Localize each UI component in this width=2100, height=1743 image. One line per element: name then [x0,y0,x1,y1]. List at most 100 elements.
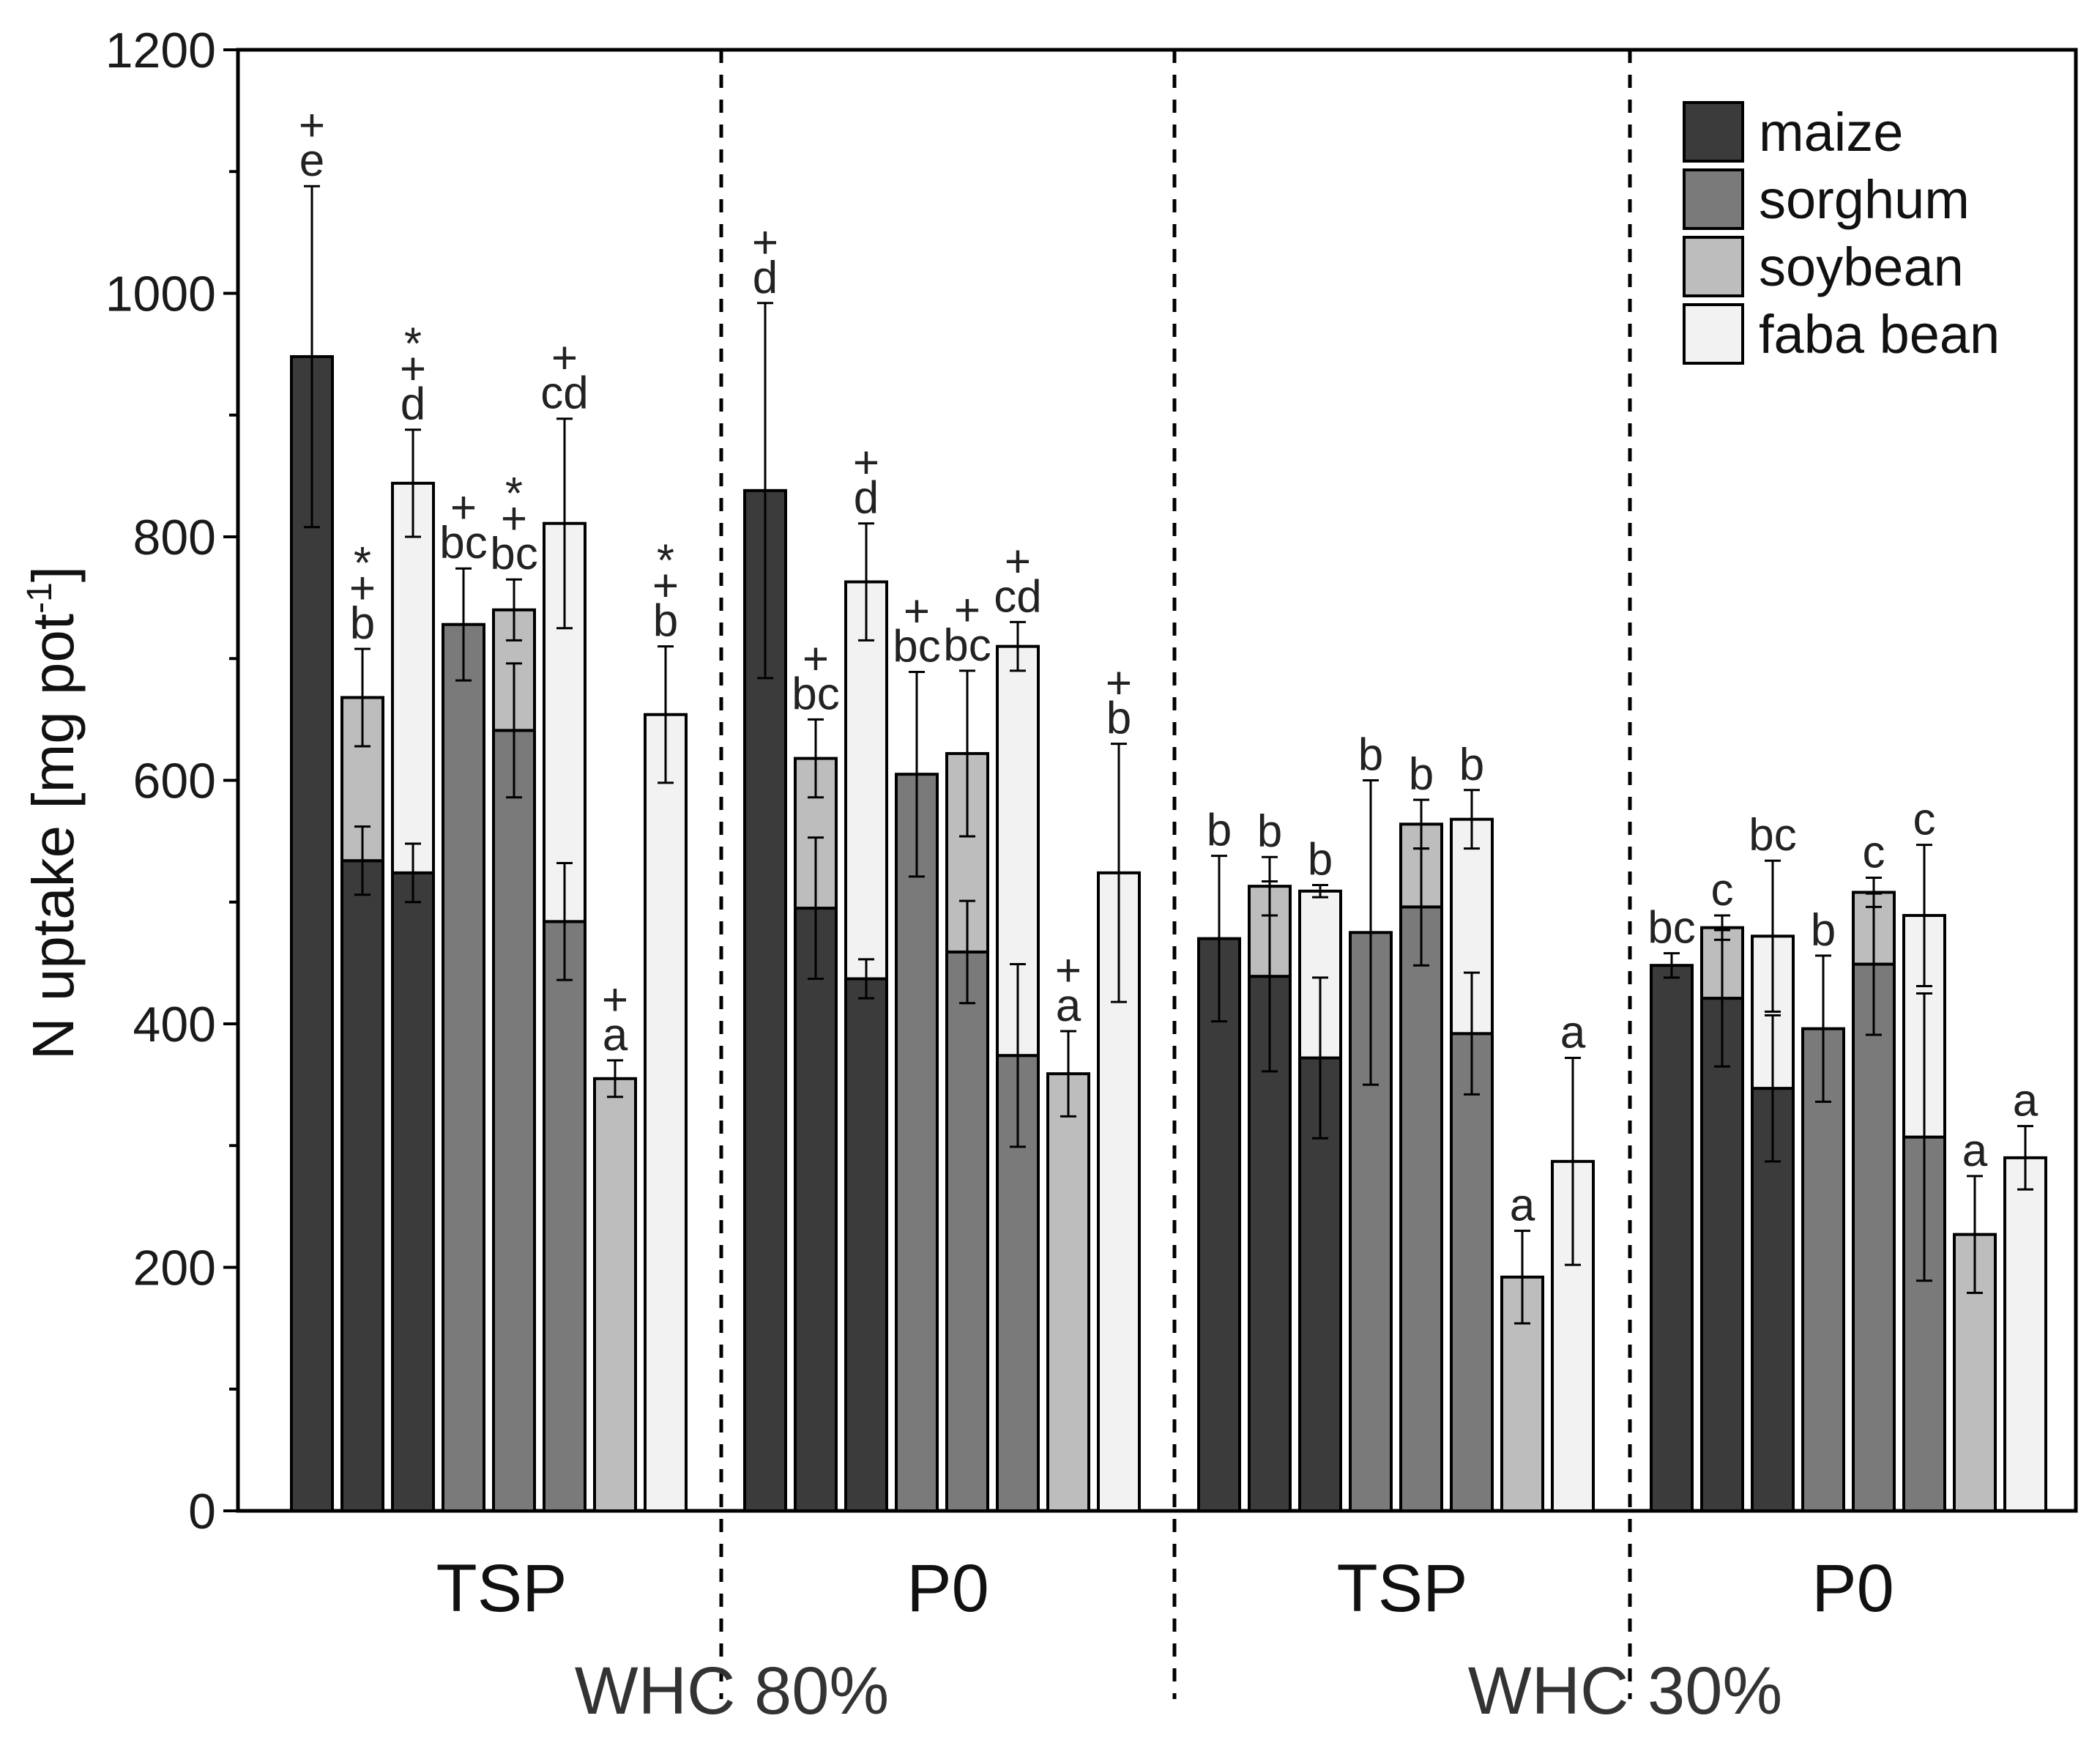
significance-letter: b [1207,806,1232,856]
significance-letter: a [1056,981,1081,1031]
bar: cd+ [540,333,589,1512]
bar: a+ [1046,945,1090,1512]
significance-letter: a [1560,1008,1586,1058]
significance-letter: bc [1749,810,1796,861]
plus-mark: + [1106,658,1132,709]
significance-letter: d [401,379,425,430]
significance-letter: bc [943,620,991,671]
bar: b [1450,740,1494,1513]
star-mark: * [657,536,674,587]
bar-segment-faba-bean [844,580,888,981]
significance-letter: b [1257,806,1282,857]
bar-segment-sorghum [895,773,939,1512]
significance-letter: cd [994,571,1041,622]
legend-label: faba bean [1759,304,2000,365]
bar-segment-maize [844,977,888,1513]
significance-letter: cd [540,368,588,419]
whc-label: WHC 30% [1468,1654,1782,1728]
significance-letter: b [1106,694,1131,744]
bar: a [2003,1076,2047,1512]
plus-mark: + [1005,536,1031,587]
significance-letter: d [854,473,879,524]
bar-segment-sorghum [945,950,989,1512]
significance-letter: a [2013,1076,2038,1126]
significance-letter: e [299,135,324,186]
legend-label: maize [1759,102,1903,163]
plus-mark: + [602,975,628,1025]
bar-segment-sorghum [1852,962,1896,1512]
bar: c [1852,828,1896,1512]
bar: bc+ [439,483,488,1513]
bar: a [1500,1181,1544,1513]
bar: b [1801,905,1845,1512]
y-tick-label: 800 [133,510,216,565]
plus-mark: + [803,633,829,684]
plus-mark: + [299,100,325,151]
plus-mark: + [752,218,778,268]
plus-mark: + [501,494,527,544]
bar: a+ [593,975,637,1512]
y-axis-label: N uptake [mg pot-1] [21,566,86,1060]
bar: bc+ [943,585,991,1512]
y-tick-label: 1000 [105,267,216,322]
significance-letter: a [1510,1181,1535,1231]
bar-segment-maize [1700,997,1744,1512]
bar: b [1399,749,1443,1512]
bar-segment-faba-bean [391,481,435,874]
bar: a [1551,1008,1595,1513]
plus-mark: + [954,585,980,636]
bar-segment-sorghum [492,729,536,1512]
bar: c [1902,795,1946,1513]
legend-label: sorghum [1759,169,1970,230]
p-treatment-label: TSP [1337,1551,1468,1626]
p-treatment-label: P0 [906,1551,989,1626]
legend-swatch [1683,303,1744,365]
bar: bc [1647,903,1696,1512]
plus-mark: + [853,438,879,488]
bar: d+ [743,218,787,1513]
significance-letter: c [1863,828,1885,878]
bar: cd+ [994,536,1042,1512]
bar-segment-maize [1650,964,1694,1512]
bar: b [1248,806,1292,1512]
significance-letter: bc [1647,903,1695,954]
significance-letter: bc [490,529,537,579]
bar-segment-sorghum [543,920,587,1512]
legend-label: soybean [1759,237,1964,297]
plus-mark: + [400,344,426,395]
significance-letter: b [1811,905,1836,956]
significance-letter: d [753,253,778,303]
bar-segment-soybean [593,1077,637,1512]
significance-letter: b [1459,740,1484,790]
plus-mark: + [1055,945,1081,996]
bar-segment-soybean [1046,1072,1090,1512]
p-treatment-label: TSP [436,1551,567,1626]
plus-mark: + [349,563,376,614]
y-tick-label: 600 [133,754,216,809]
bar-segment-sorghum [1399,905,1443,1512]
bar-segment-maize [340,859,384,1512]
significance-letter: a [603,1010,628,1060]
legend-swatch [1683,101,1744,163]
bar-segment-maize [1197,937,1241,1512]
significance-letter: bc [893,622,940,672]
y-tick-label: 200 [133,1241,216,1296]
significance-letter: c [1711,865,1734,915]
bar: b [1298,834,1342,1513]
bar-segment-faba-bean [644,713,688,1512]
bar-segment-maize [794,907,838,1512]
y-tick-label: 0 [188,1484,216,1539]
significance-letter: b [653,596,678,647]
bar: d+ [844,438,888,1513]
axes-layer: 0 200 400 600 800 1000 1200 N uptake [mg pot-1]… [21,23,1894,1728]
p-treatment-label: P0 [1812,1551,1894,1626]
star-mark: * [354,538,371,589]
whc-label: WHC 80% [575,1654,889,1728]
star-mark: * [404,319,422,370]
bar: a [1953,1126,1997,1513]
significance-letter: b [1409,749,1434,800]
bar-segment-faba-bean [2003,1156,2047,1512]
significance-letter: b [1358,730,1383,781]
bar: bc+* [490,469,538,1512]
plus-mark: + [652,561,679,612]
